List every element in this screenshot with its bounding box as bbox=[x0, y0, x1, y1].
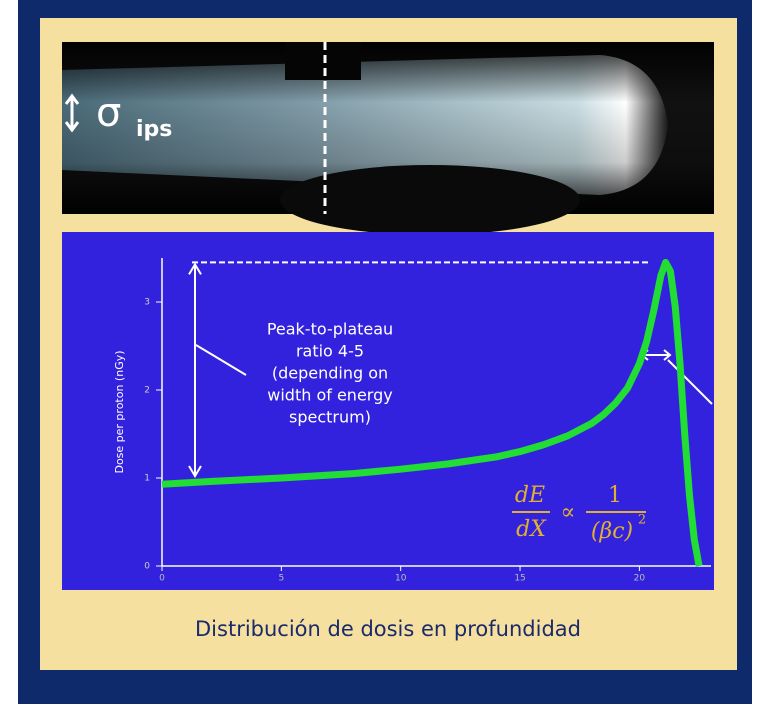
y-tick-label: 1 bbox=[144, 474, 150, 484]
annotation: Peak-to-plateau bbox=[267, 320, 393, 339]
x-tick-label: 0 bbox=[159, 574, 165, 584]
occluder bbox=[285, 42, 361, 80]
formula-numerator: dE bbox=[515, 483, 545, 508]
y-tick-label: 0 bbox=[144, 562, 150, 572]
x-tick-label: 15 bbox=[514, 574, 525, 584]
annotation: width of energy bbox=[267, 386, 392, 405]
annotation: ratio 4-5 bbox=[296, 342, 364, 361]
annotation: spectrum) bbox=[289, 408, 371, 427]
figure: σ ips 0 1 2 3 0 5 10 15 20 Dose per proton (nGy) P… bbox=[0, 0, 760, 704]
y-tick-label: 3 bbox=[144, 298, 150, 308]
caption: Distribución de dosis en profundidad bbox=[195, 617, 581, 641]
x-tick-label: 20 bbox=[634, 574, 646, 584]
x-tick-label: 5 bbox=[278, 574, 284, 584]
x-tick-label: 10 bbox=[395, 574, 407, 584]
formula-numerator: 1 bbox=[608, 483, 622, 508]
y-tick-label: 2 bbox=[144, 386, 150, 396]
annotation: (depending on bbox=[272, 364, 388, 383]
formula-exponent: 2 bbox=[638, 513, 646, 528]
photo: σ ips bbox=[62, 42, 714, 235]
formula-denominator: dX bbox=[516, 517, 547, 542]
formula-operator: ∝ bbox=[561, 500, 576, 525]
formula-denominator: (βc) bbox=[591, 519, 633, 544]
y-axis-label: Dose per proton (nGy) bbox=[113, 350, 126, 473]
sigma-label: σ bbox=[96, 90, 121, 136]
sigma-subscript: ips bbox=[136, 117, 172, 142]
